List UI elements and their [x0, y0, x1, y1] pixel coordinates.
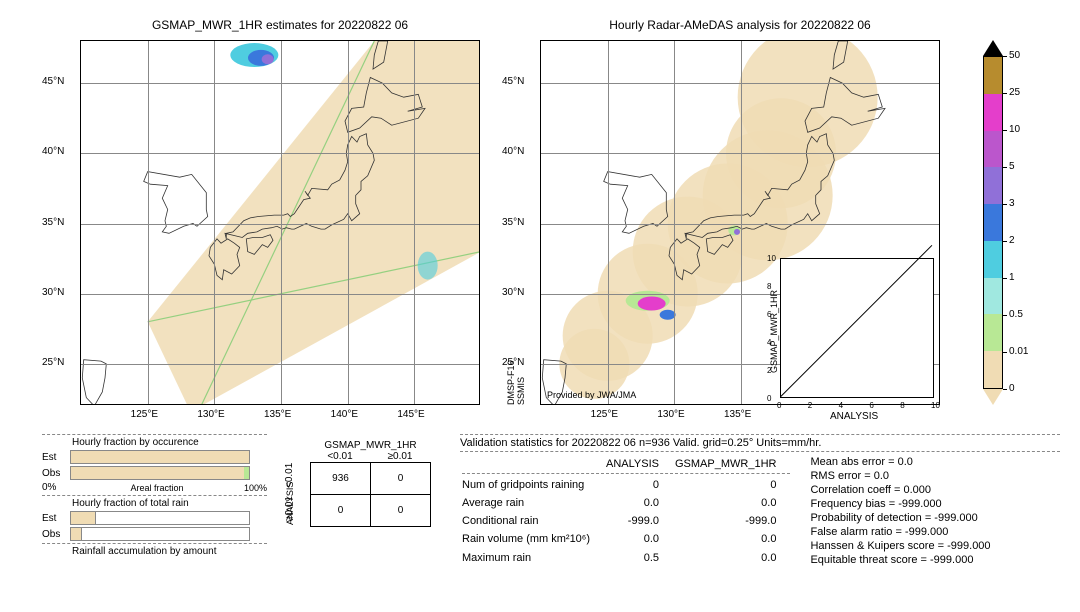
colorbar-tick: 10	[1009, 124, 1020, 135]
lon-tick: 130°E	[657, 409, 684, 420]
hourly-fraction-bars: Hourly fraction by occurenceEstObs0%Area…	[42, 432, 267, 557]
inset-ylabel: GSMAP_MWR_1HR	[769, 283, 779, 373]
stats-row: Conditional rain-999.0-999.0	[462, 513, 790, 529]
stats-right-block: Mean abs error = 0.0 RMS error = 0.0 Corre…	[810, 454, 990, 568]
lat-tick: 25°N	[502, 357, 524, 368]
stats-row: Num of gridpoints raining00	[462, 476, 790, 492]
colorbar-tick: 0	[1009, 383, 1015, 394]
occurrence-title: Hourly fraction by occurence	[72, 437, 267, 448]
stats-cell: Conditional rain	[462, 513, 604, 529]
lon-tick: 135°E	[264, 409, 291, 420]
inset-scatter: 00224466881010ANALYSISGSMAP_MWR_1HR	[780, 258, 934, 398]
validation-title: Validation statistics for 20220822 06 n=…	[460, 437, 1060, 449]
left-map-title: GSMAP_MWR_1HR estimates for 20220822 06	[80, 18, 480, 32]
lat-tick: 25°N	[42, 357, 64, 368]
stats-cell: 0.5	[606, 550, 673, 566]
lat-tick: 45°N	[42, 76, 64, 87]
lat-tick: 30°N	[42, 287, 64, 298]
est-rain-bar	[70, 511, 250, 525]
stats-cell: Maximum rain	[462, 550, 604, 566]
stats-cell: 0	[675, 476, 790, 492]
lat-tick: 30°N	[502, 287, 524, 298]
stat-line: RMS error = 0.0	[810, 470, 990, 482]
inset-xlabel: ANALYSIS	[830, 411, 878, 422]
areal-fraction-label: Areal fraction	[70, 483, 244, 493]
est-occurrence-bar	[70, 450, 250, 464]
stat-line: Probability of detection = -999.000	[810, 512, 990, 524]
contingency-table: GSMAP_MWR_1HR<0.01≥0.01<0.01≥0.01936000A…	[290, 440, 431, 527]
stats-cell: Num of gridpoints raining	[462, 476, 604, 492]
sensor-label: DMSP-F16 SSMIS	[506, 345, 526, 405]
colorbar-tick: 3	[1009, 198, 1015, 209]
lon-tick: 125°E	[131, 409, 158, 420]
totalrain-title: Hourly fraction of total rain	[72, 498, 267, 509]
stats-col-header	[462, 456, 604, 474]
colorbar-tick: 50	[1009, 50, 1020, 61]
accum-title: Rainfall accumulation by amount	[72, 546, 267, 557]
stats-cell: -999.0	[675, 513, 790, 529]
ct-col-header: <0.01	[310, 451, 370, 462]
obs-rain-bar	[70, 527, 250, 541]
stats-cell: -999.0	[606, 513, 673, 529]
obs-occurrence-bar	[70, 466, 250, 480]
stat-line: Frequency bias = -999.000	[810, 498, 990, 510]
stat-line: False alarm ratio = -999.000	[810, 526, 990, 538]
stats-cell: 0.0	[606, 531, 673, 547]
stats-row: Average rain0.00.0	[462, 495, 790, 511]
stats-cell: 0.0	[675, 495, 790, 511]
lon-tick: 135°E	[724, 409, 751, 420]
right-map-title: Hourly Radar-AMeDAS analysis for 2022082…	[540, 18, 940, 32]
stats-col-header: ANALYSIS	[606, 456, 673, 474]
lon-tick: 130°E	[197, 409, 224, 420]
colorbar-tick: 0.5	[1009, 309, 1023, 320]
provider-label: Provided by JWA/JMA	[547, 390, 636, 400]
stats-cell: 0.0	[675, 531, 790, 547]
lat-tick: 45°N	[502, 76, 524, 87]
colorbar: 50251053210.50.010	[983, 40, 1003, 405]
stats-cell: 0.0	[606, 495, 673, 511]
stat-line: Correlation coeff = 0.000	[810, 484, 990, 496]
stat-line: Mean abs error = 0.0	[810, 456, 990, 468]
colorbar-tick: 2	[1009, 235, 1015, 246]
colorbar-tick: 5	[1009, 161, 1015, 172]
lat-tick: 35°N	[502, 217, 524, 228]
colorbar-tick: 1	[1009, 272, 1015, 283]
lon-tick: 145°E	[397, 409, 424, 420]
ct-cell: 0	[311, 495, 371, 527]
stat-line: Hanssen & Kuipers score = -999.000	[810, 540, 990, 552]
stats-col-header: GSMAP_MWR_1HR	[675, 456, 790, 474]
ct-cell: 0	[371, 463, 431, 495]
ct-cell: 936	[311, 463, 371, 495]
colorbar-tick: 0.01	[1009, 346, 1028, 357]
lat-tick: 40°N	[502, 146, 524, 157]
ct-title: GSMAP_MWR_1HR	[310, 440, 431, 451]
validation-stats: Validation statistics for 20220822 06 n=…	[460, 432, 1060, 568]
obs-label: Obs	[42, 468, 70, 479]
est-label: Est	[42, 452, 70, 463]
stat-line: Equitable threat score = -999.000	[810, 554, 990, 566]
stats-row: Rain volume (mm km²10⁶)0.00.0	[462, 531, 790, 547]
stats-table: ANALYSISGSMAP_MWR_1HR Num of gridpoints r…	[460, 454, 792, 568]
stats-cell: Rain volume (mm km²10⁶)	[462, 531, 604, 547]
ct-axis-label: ANALYSIS	[285, 465, 295, 525]
lat-tick: 40°N	[42, 146, 64, 157]
ct-col-header: ≥0.01	[370, 451, 430, 462]
left-map-panel	[80, 40, 480, 405]
colorbar-tick: 25	[1009, 87, 1020, 98]
lon-tick: 140°E	[331, 409, 358, 420]
ct-cell: 0	[371, 495, 431, 527]
stats-cell: 0.0	[675, 550, 790, 566]
stats-cell: Average rain	[462, 495, 604, 511]
stats-cell: 0	[606, 476, 673, 492]
stats-row: Maximum rain0.50.0	[462, 550, 790, 566]
lon-tick: 125°E	[591, 409, 618, 420]
lat-tick: 35°N	[42, 217, 64, 228]
